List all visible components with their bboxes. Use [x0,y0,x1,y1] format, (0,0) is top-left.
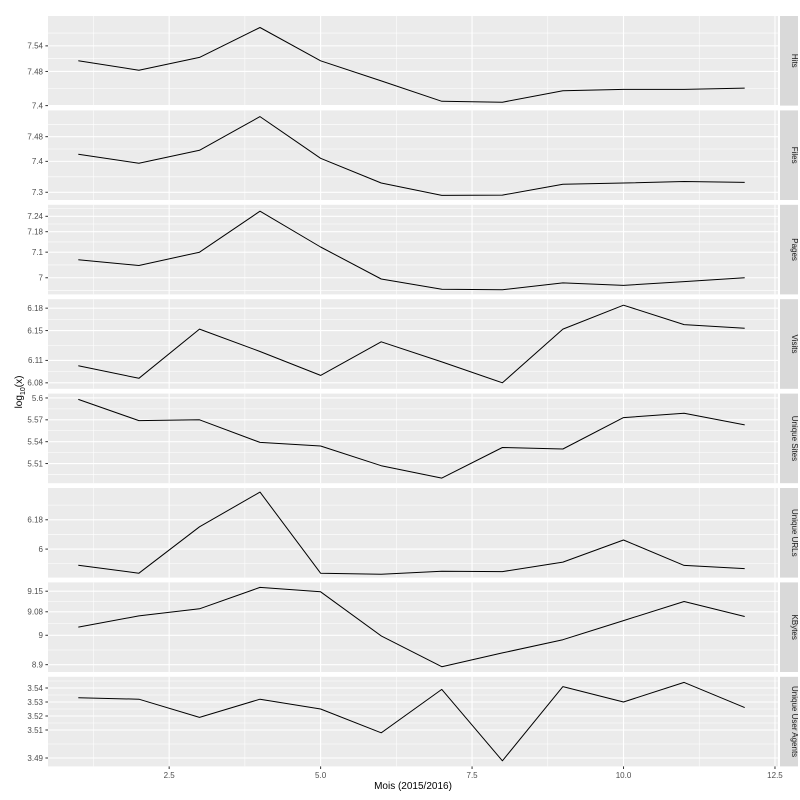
facet-strip-unique-sites [780,393,798,484]
y-tick-label: 7.48 [27,67,43,76]
y-tick-label: 7.54 [27,42,43,51]
y-tick-label: 9 [39,631,44,640]
y-tick-label: 7.1 [32,248,44,257]
x-tick-label: 12.5 [767,771,783,780]
facet-strip-label: Unique URLs [790,509,799,557]
y-tick-label: 5.54 [27,437,43,446]
facet-strip-label: KBytes [790,615,799,640]
y-axis-title-subscript: 10 [19,387,27,396]
facet-strip-unique-urls [780,488,798,578]
series-line-visits [78,304,745,384]
y-tick-label: 7.18 [27,227,43,236]
y-tick-label: 7 [39,274,44,283]
x-tick-label: 7.5 [467,771,479,780]
series-line-unique-user-agents [78,681,745,762]
facet-panel-pages [48,204,778,295]
y-axis-title: log10(x) [14,376,27,409]
facet-strip-label: Visits [790,335,799,354]
y-tick-label: 9.08 [27,608,43,617]
series-line-files [78,116,745,196]
y-tick-label: 7.3 [32,188,44,197]
series-line-unique-urls [78,491,745,575]
y-tick-label: 7.4 [32,157,44,166]
y-tick-label: 6.15 [27,326,43,335]
y-tick-label: 6.18 [27,304,43,313]
facet-panel-unique-sites [48,393,778,484]
facet-strip-label: Unique User Agents [790,686,799,757]
facet-panel-unique-urls [48,488,778,578]
x-axis-title: Mois (2015/2016) [374,781,452,792]
y-axis-title-suffix: (x) [13,375,25,388]
facet-strip-label: Pages [790,238,799,261]
facet-panel-hits [48,16,778,106]
series-line-pages [78,210,745,291]
y-tick-label: 3.52 [27,712,43,721]
y-tick-label: 6 [39,545,44,554]
facet-strip-files [780,110,798,200]
y-tick-label: 7.24 [27,212,43,221]
facet-panel-visits [48,299,778,389]
y-tick-label: 5.51 [27,459,43,468]
facet-panel-unique-user-agents [48,676,778,767]
y-tick-label: 8.9 [32,660,44,669]
facet-panel-files [48,110,778,200]
y-tick-label: 5.6 [32,394,44,403]
facet-strip-label: Files [790,147,799,164]
y-tick-label: 9.15 [27,587,43,596]
facet-strip-kbytes [780,582,798,672]
facet-panel-kbytes [48,582,778,672]
facet-strip-hits [780,16,798,106]
facet-strip-label: Hits [790,54,799,68]
facet-strip-pages [780,204,798,295]
facet-strip-label: Unique Sites [790,416,799,461]
facet-strip-unique-user-agents [780,676,798,767]
y-axis-title-text: log [13,395,25,409]
y-tick-label: 3.54 [27,684,43,693]
y-tick-label: 6.11 [28,356,44,365]
facet-strip-visits [780,299,798,389]
y-tick-label: 7.48 [27,132,43,141]
y-tick-label: 7.4 [32,101,44,110]
y-tick-label: 6.08 [27,379,43,388]
x-tick-label: 5.0 [315,771,327,780]
x-tick-label: 2.5 [164,771,176,780]
y-tick-label: 3.49 [27,754,43,763]
series-line-unique-sites [78,398,745,479]
series-line-kbytes [78,586,745,668]
y-tick-label: 5.57 [27,416,43,425]
y-tick-label: 6.18 [27,516,43,525]
series-line-hits [78,27,745,103]
x-tick-label: 10.0 [616,771,632,780]
y-tick-label: 3.53 [27,698,43,707]
y-tick-label: 3.51 [27,726,43,735]
